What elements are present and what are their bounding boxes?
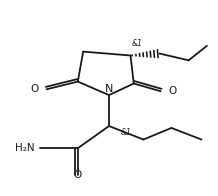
Text: &1: &1 [132, 39, 143, 48]
Text: &1: &1 [121, 128, 132, 137]
Text: O: O [74, 170, 82, 180]
Text: O: O [31, 84, 39, 94]
Text: N: N [105, 84, 113, 94]
Text: H₂N: H₂N [15, 143, 35, 153]
Text: O: O [168, 86, 176, 96]
